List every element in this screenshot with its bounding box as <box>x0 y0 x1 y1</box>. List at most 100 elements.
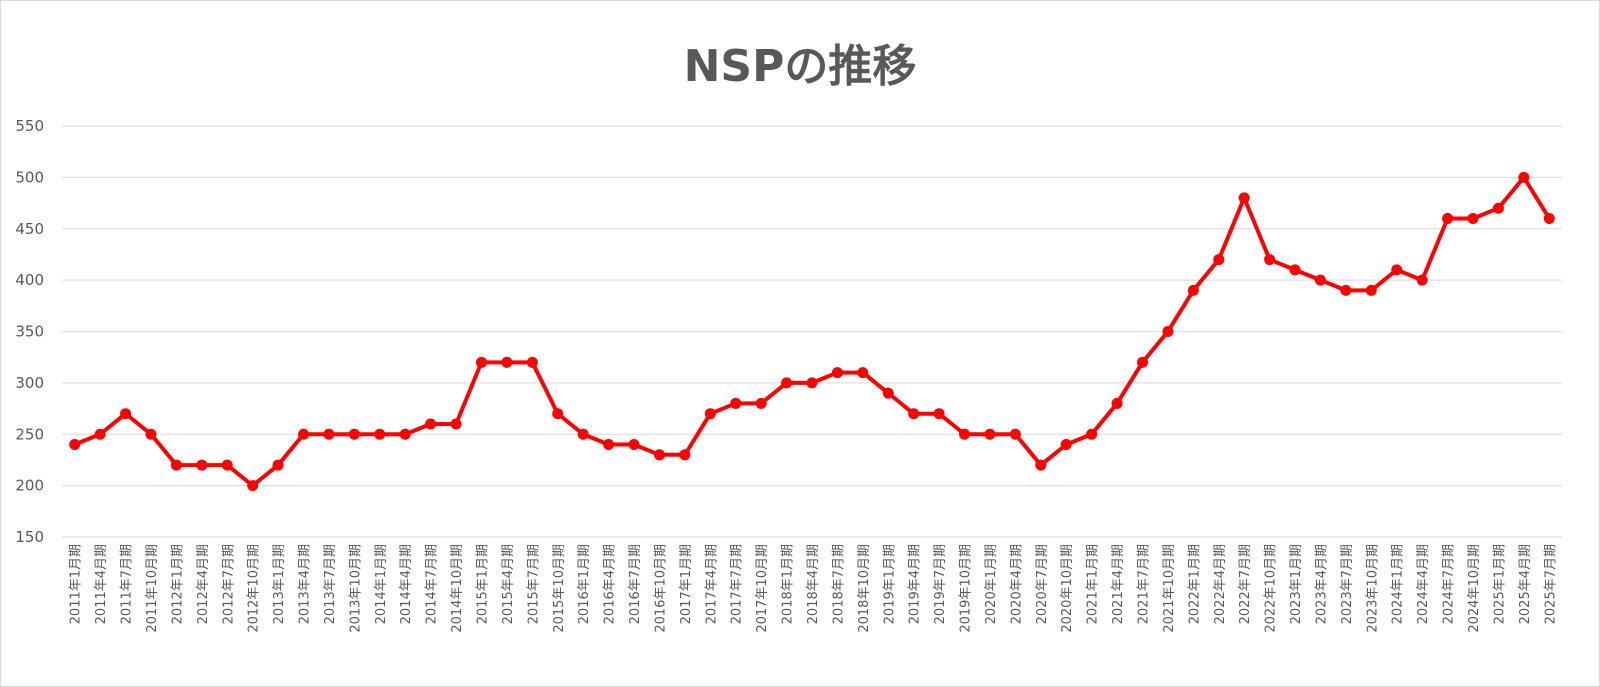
x-tick-label: 2012年7月期 <box>221 544 236 624</box>
x-tick-label: 2019年10月期 <box>959 544 974 633</box>
data-point <box>1467 212 1479 224</box>
data-point <box>69 439 81 451</box>
data-point <box>1365 284 1377 296</box>
data-point <box>374 428 386 440</box>
data-point <box>170 459 182 471</box>
x-tick-label: 2012年4月期 <box>196 544 211 624</box>
data-point <box>908 408 920 420</box>
x-tick-label: 2016年10月期 <box>653 544 668 633</box>
data-point <box>781 377 793 389</box>
x-tick-label: 2021年1月期 <box>1086 544 1101 624</box>
x-tick-label: 2014年10月期 <box>450 544 465 633</box>
x-tick-label: 2024年7月期 <box>1442 544 1457 624</box>
x-tick-label: 2015年7月期 <box>526 544 541 624</box>
y-tick-label: 550 <box>15 117 44 135</box>
data-point <box>1035 459 1047 471</box>
data-point <box>857 367 869 379</box>
x-tick-label: 2017年4月期 <box>704 544 719 624</box>
data-point <box>1162 326 1174 337</box>
x-tick-label: 2022年1月期 <box>1187 544 1202 624</box>
data-point <box>298 428 310 440</box>
x-tick-label: 2021年4月期 <box>1111 544 1126 624</box>
data-point <box>704 408 716 420</box>
x-tick-label: 2025年4月期 <box>1518 544 1533 624</box>
x-tick-label: 2023年1月期 <box>1289 544 1304 624</box>
x-tick-label: 2023年10月期 <box>1365 544 1380 633</box>
x-tick-label: 2017年10月期 <box>755 544 770 633</box>
x-tick-label: 2011年10月期 <box>145 544 160 633</box>
data-point <box>145 428 157 440</box>
data-point <box>1314 274 1326 286</box>
data-point <box>1264 254 1276 266</box>
x-tick-label: 2016年1月期 <box>577 544 592 624</box>
y-tick-label: 400 <box>15 271 44 289</box>
x-tick-label: 2022年7月期 <box>1238 544 1253 624</box>
x-tick-label: 2018年10月期 <box>857 544 872 633</box>
data-point <box>272 459 284 471</box>
data-point <box>247 480 259 492</box>
data-point <box>628 439 640 451</box>
data-point <box>552 408 564 420</box>
x-tick-label: 2018年1月期 <box>781 544 796 624</box>
data-point <box>831 367 843 379</box>
x-tick-label: 2017年1月期 <box>679 544 694 624</box>
data-point <box>1391 264 1403 276</box>
x-tick-label: 2023年7月期 <box>1340 544 1355 624</box>
x-tick-label: 2020年7月期 <box>1035 544 1050 624</box>
data-point <box>603 439 615 451</box>
x-tick-label: 2020年10月期 <box>1060 544 1075 633</box>
x-tick-label: 2011年4月期 <box>94 544 109 624</box>
data-point <box>1442 212 1454 224</box>
data-point <box>323 428 335 440</box>
x-tick-label: 2019年1月期 <box>882 544 897 624</box>
data-point <box>653 449 665 461</box>
x-tick-label: 2017年7月期 <box>730 544 745 624</box>
x-tick-label: 2021年10月期 <box>1162 544 1177 633</box>
y-tick-label: 350 <box>15 323 44 341</box>
data-point <box>959 428 971 440</box>
data-point <box>730 397 742 409</box>
x-tick-label: 2024年4月期 <box>1416 544 1431 624</box>
x-tick-label: 2011年1月期 <box>69 544 84 624</box>
x-tick-label: 2023年4月期 <box>1314 544 1329 624</box>
data-point <box>526 356 538 368</box>
data-point <box>1060 439 1072 451</box>
y-tick-label: 200 <box>15 477 44 495</box>
data-point <box>399 428 411 440</box>
y-tick-label: 150 <box>15 528 44 546</box>
y-tick-label: 250 <box>15 425 44 443</box>
data-point <box>882 387 894 399</box>
x-tick-label: 2024年10月期 <box>1467 544 1482 633</box>
x-tick-label: 2011年7月期 <box>120 544 135 624</box>
x-tick-label: 2025年1月期 <box>1492 544 1507 624</box>
data-point <box>1009 428 1021 440</box>
data-point <box>1137 356 1149 368</box>
x-tick-label: 2022年4月期 <box>1213 544 1228 624</box>
x-tick-label: 2012年10月期 <box>247 544 262 633</box>
data-point <box>933 408 945 420</box>
data-point <box>425 418 437 430</box>
data-point <box>196 459 208 471</box>
x-tick-label: 2015年4月期 <box>501 544 516 624</box>
data-point <box>501 356 513 368</box>
x-tick-label: 2013年7月期 <box>323 544 338 624</box>
x-tick-label: 2020年4月期 <box>1009 544 1024 624</box>
data-point <box>1187 284 1199 296</box>
y-tick-label: 450 <box>15 220 44 238</box>
x-tick-label: 2025年7月期 <box>1543 544 1558 624</box>
data-point <box>1238 192 1250 204</box>
x-tick-label: 2016年7月期 <box>628 544 643 624</box>
x-tick-label: 2014年7月期 <box>425 544 440 624</box>
x-tick-label: 2013年4月期 <box>298 544 313 624</box>
x-tick-label: 2018年7月期 <box>831 544 846 624</box>
data-point <box>679 449 691 461</box>
y-tick-label: 500 <box>15 168 44 186</box>
x-tick-label: 2022年10月期 <box>1264 544 1279 633</box>
data-point <box>450 418 462 430</box>
data-point <box>221 459 233 471</box>
y-tick-label: 300 <box>15 374 44 392</box>
x-tick-label: 2015年10月期 <box>552 544 567 633</box>
x-tick-label: 2014年4月期 <box>399 544 414 624</box>
x-tick-label: 2016年4月期 <box>603 544 618 624</box>
